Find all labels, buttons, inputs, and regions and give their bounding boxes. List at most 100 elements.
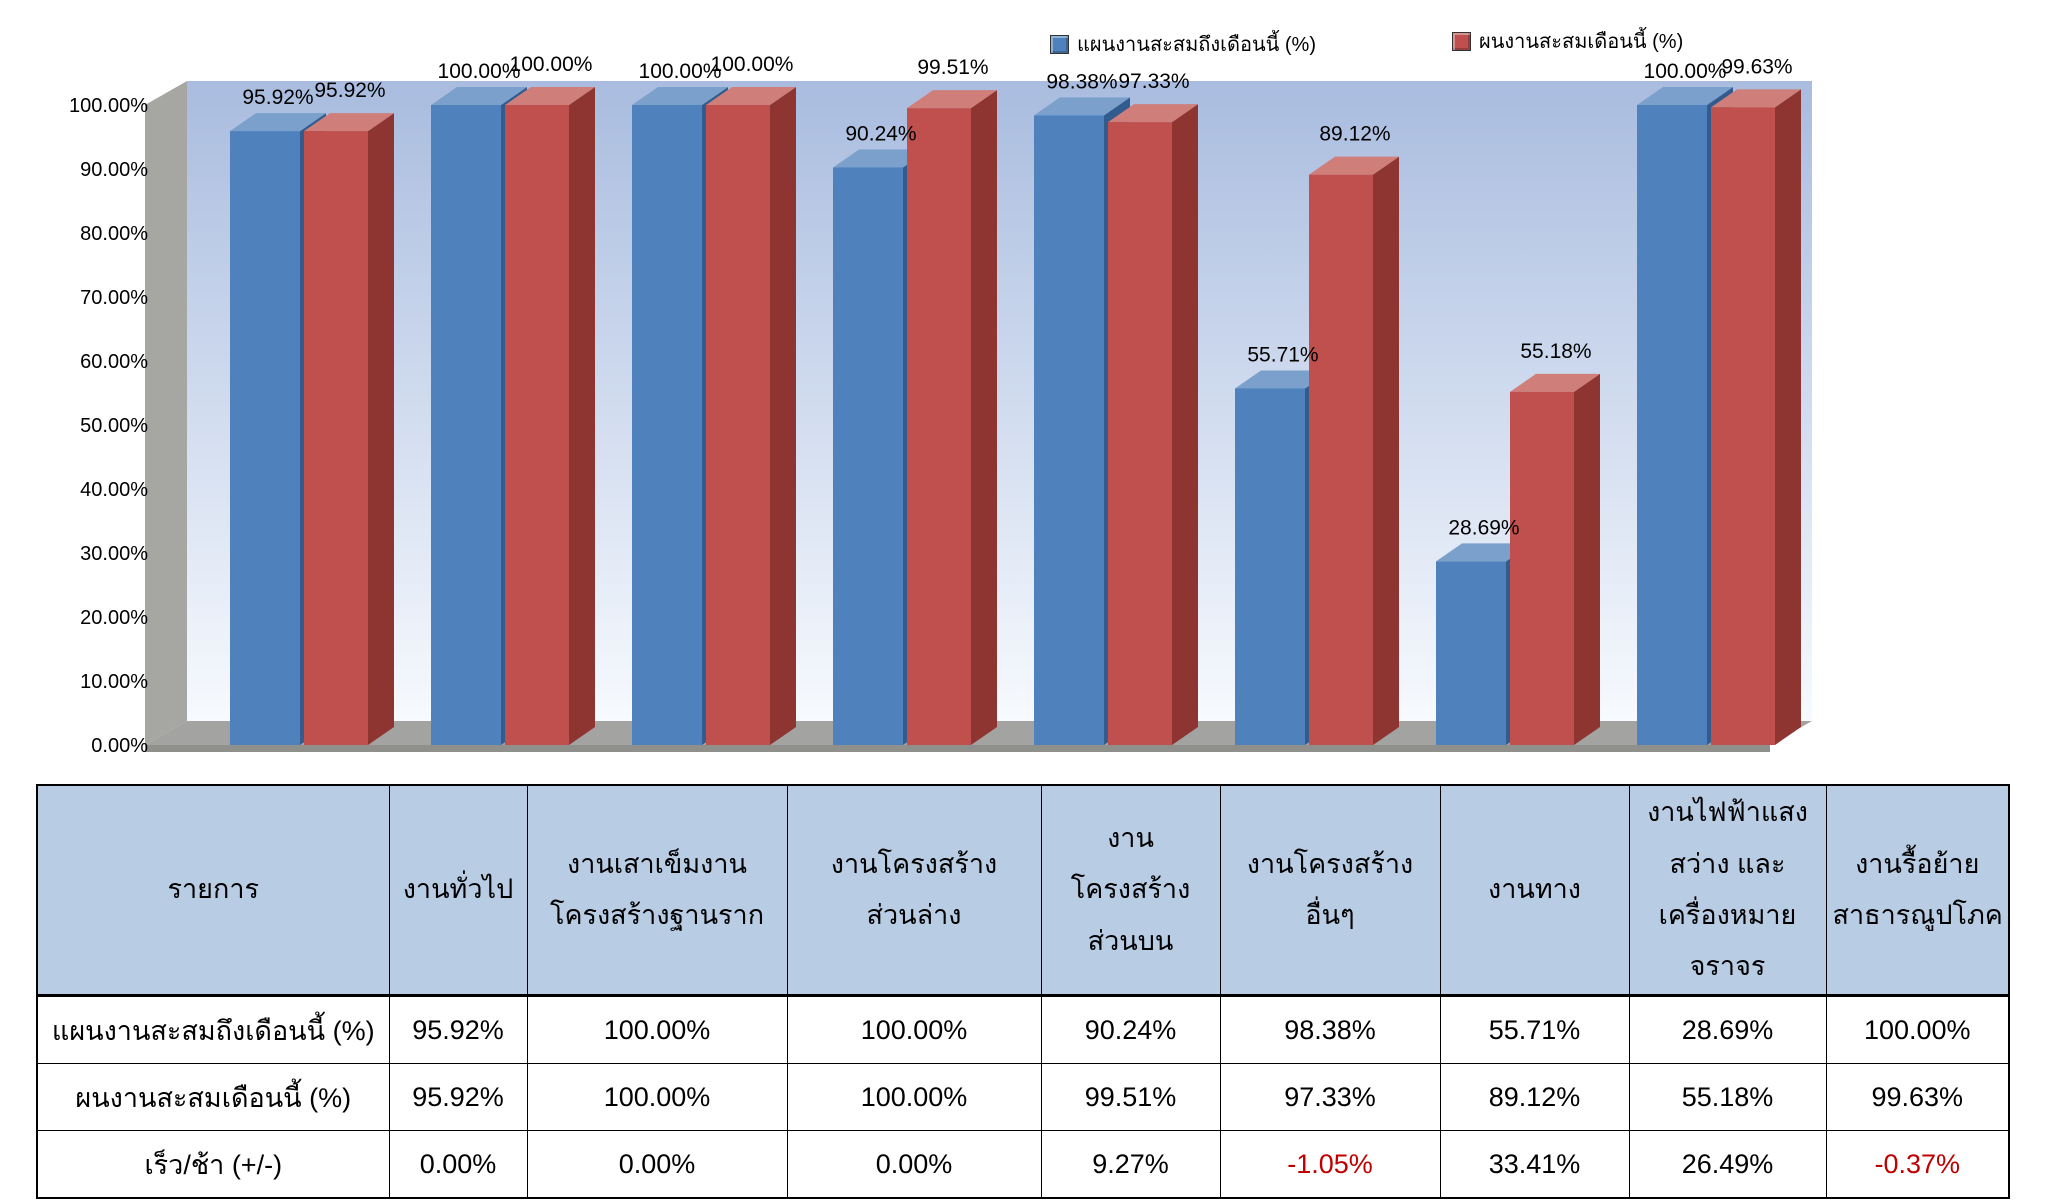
bar-front-face	[431, 105, 501, 745]
bar-top-face	[505, 87, 595, 105]
bar-actual-1	[505, 87, 595, 745]
y-tick-4: 40.00%	[80, 479, 148, 501]
table-cell-r1-c2: 100.00%	[786, 1063, 1042, 1131]
bar-top-face	[706, 87, 796, 105]
table-cell-r0-c3: 90.24%	[1040, 995, 1221, 1064]
bar-top-face	[632, 87, 728, 105]
bar-top-face	[1510, 373, 1600, 392]
data-label-actual-2: 100.00%	[711, 53, 794, 76]
table-cell-r0-c7: 100.00%	[1825, 995, 2010, 1064]
table-row-label-0: แผนงานสะสมถึงเดือนนี้ (%)	[36, 995, 390, 1064]
bar-front-face	[1108, 122, 1172, 745]
bar-chart-3d-canvas: 0.00% 10.00% 20.00% 30.00% 40.00% 50.00% 60.00…	[69, 53, 1812, 757]
data-label-plan-6: 28.69%	[1448, 516, 1519, 539]
bar-top-face	[431, 87, 527, 105]
data-label-actual-5: 89.12%	[1319, 123, 1390, 146]
bar-side-face	[770, 87, 796, 745]
bar-side-face	[971, 90, 997, 746]
table-cell-r0-c2: 100.00%	[786, 995, 1042, 1064]
data-label-plan-4: 98.38%	[1046, 70, 1117, 93]
bar-top-face	[230, 113, 326, 132]
bar-actual-3	[907, 90, 997, 746]
y-axis-ticks: 0.00% 10.00% 20.00% 30.00% 40.00% 50.00% 60.00…	[69, 95, 148, 757]
table-cell-r1-c0: 95.92%	[388, 1063, 528, 1131]
table-cell-r1-c4: 97.33%	[1219, 1063, 1441, 1131]
bar-top-face	[1309, 156, 1399, 175]
table-cell-r2-c1: 0.00%	[526, 1130, 788, 1199]
legend-item-actual-month: ผนงานสะสมเดือนนี้ (%)	[1452, 25, 1683, 57]
data-label-actual-7: 99.63%	[1721, 55, 1792, 78]
floor-front-edge	[145, 745, 1770, 752]
table-cell-r2-c6: 26.49%	[1628, 1130, 1827, 1199]
table-row-label-2: เร็ว/ช้า (+/-)	[36, 1130, 390, 1199]
progress-bar-chart: 0.00% 10.00% 20.00% 30.00% 40.00% 50.00% 60.00…	[69, 25, 1812, 757]
y-tick-2: 20.00%	[80, 607, 148, 629]
bar-top-face	[304, 113, 394, 132]
bar-front-face	[632, 105, 702, 745]
table-row-0: แผนงานสะสมถึงเดือนนี้ (%) 95.92% 100.00% 10…	[36, 995, 2010, 1064]
table-header-cell-6: งานทาง	[1439, 784, 1630, 997]
bar-side-face	[1574, 373, 1600, 745]
bar-top-face	[907, 90, 997, 109]
bar-front-face	[505, 105, 569, 745]
bar-front-face	[907, 108, 971, 746]
data-label-actual-0: 95.92%	[314, 79, 385, 102]
y-tick-5: 50.00%	[80, 415, 148, 437]
y-tick-1: 10.00%	[80, 671, 148, 693]
bar-front-face	[1235, 388, 1305, 745]
y-tick-3: 30.00%	[80, 543, 148, 565]
table-cell-r0-c1: 100.00%	[526, 995, 788, 1064]
y-tick-6: 60.00%	[80, 351, 148, 373]
bar-top-face	[833, 149, 929, 168]
table-cell-r0-c5: 55.71%	[1439, 995, 1630, 1064]
bar-front-face	[1711, 107, 1775, 746]
data-label-actual-1: 100.00%	[510, 53, 593, 76]
bar-actual-2	[706, 87, 796, 745]
table-header-cell-0: รายการ	[36, 784, 390, 997]
data-label-plan-2: 100.00%	[639, 60, 722, 83]
bar-actual-5	[1309, 156, 1399, 745]
y-tick-9: 90.00%	[80, 159, 148, 181]
legend-item-plan-cumulative: แผนงานสะสมถึงเดือนนี้ (%)	[1050, 28, 1316, 60]
y-tick-10: 100.00%	[69, 95, 148, 117]
table-cell-r0-c0: 95.92%	[388, 995, 528, 1064]
bar-front-face	[706, 105, 770, 745]
table-cell-r1-c1: 100.00%	[526, 1063, 788, 1131]
progress-data-table: รายการ งานทั่วไป งานเสาเข็มงาน โครงสร้างฐา…	[36, 784, 2010, 1199]
y-tick-7: 70.00%	[80, 287, 148, 309]
data-label-actual-6: 55.18%	[1520, 340, 1591, 363]
table-cell-r1-c5: 89.12%	[1439, 1063, 1630, 1131]
left-wall	[145, 81, 187, 745]
table-header-row: รายการ งานทั่วไป งานเสาเข็มงาน โครงสร้างฐา…	[36, 784, 2010, 997]
table-header-cell-7: งานไฟฟ้าแสง สว่าง และ เครื่องหมาย จราจร	[1628, 784, 1827, 997]
legend-swatch-red	[1452, 31, 1471, 51]
table-cell-r2-c0: 0.00%	[388, 1130, 528, 1199]
table-cell-r2-c2: 0.00%	[786, 1130, 1042, 1199]
y-tick-0: 0.00%	[91, 735, 148, 757]
bar-side-face	[1373, 156, 1399, 745]
bar-side-face	[1775, 89, 1801, 746]
bar-top-face	[1711, 89, 1801, 108]
bar-top-face	[1637, 87, 1733, 105]
bar-actual-4	[1108, 104, 1198, 745]
data-label-actual-3: 99.51%	[917, 56, 988, 79]
table-header-cell-2: งานเสาเข็มงาน โครงสร้างฐานราก	[526, 784, 788, 997]
table-cell-r0-c6: 28.69%	[1628, 995, 1827, 1064]
bar-front-face	[1034, 115, 1104, 746]
table-row-1: ผนงานสะสมเดือนนี้ (%) 95.92% 100.00% 100.00…	[36, 1063, 2010, 1131]
bar-front-face	[1510, 391, 1574, 745]
table-row-2: เร็ว/ช้า (+/-) 0.00% 0.00% 0.00% 9.27% -1.05%…	[36, 1130, 2010, 1199]
table-header-cell-1: งานทั่วไป	[388, 784, 528, 997]
table-row-label-1: ผนงานสะสมเดือนนี้ (%)	[36, 1063, 390, 1131]
legend-label-plan-cumulative: แผนงานสะสมถึงเดือนนี้ (%)	[1077, 34, 1317, 56]
bar-top-face	[1436, 543, 1532, 562]
bar-actual-6	[1510, 373, 1600, 745]
bar-actual-7	[1711, 89, 1801, 746]
data-label-plan-3: 90.24%	[845, 122, 916, 145]
table-cell-r2-c7: -0.37%	[1825, 1130, 2010, 1199]
data-label-plan-7: 100.00%	[1644, 60, 1727, 83]
bar-actual-0	[304, 113, 394, 745]
table-header-cell-3: งานโครงสร้าง ส่วนล่าง	[786, 784, 1042, 997]
data-label-plan-5: 55.71%	[1247, 343, 1318, 366]
